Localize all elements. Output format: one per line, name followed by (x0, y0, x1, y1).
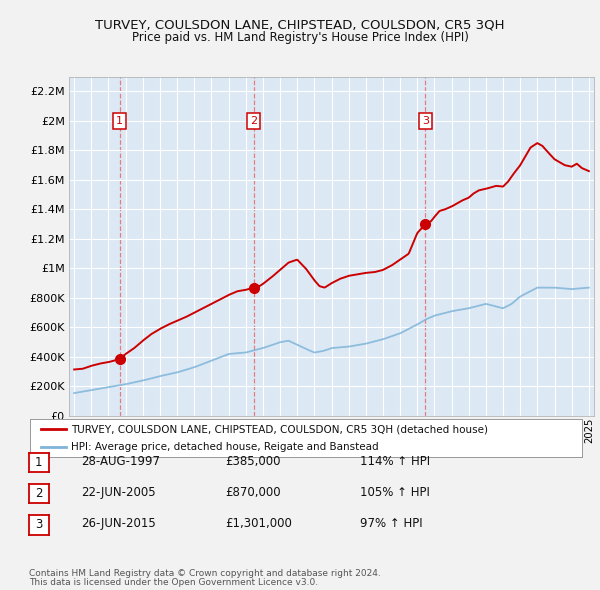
Text: This data is licensed under the Open Government Licence v3.0.: This data is licensed under the Open Gov… (29, 578, 318, 587)
Text: 1: 1 (116, 116, 123, 126)
Text: 28-AUG-1997: 28-AUG-1997 (81, 455, 160, 468)
Text: Price paid vs. HM Land Registry's House Price Index (HPI): Price paid vs. HM Land Registry's House … (131, 31, 469, 44)
Text: 26-JUN-2015: 26-JUN-2015 (81, 517, 156, 530)
Text: HPI: Average price, detached house, Reigate and Banstead: HPI: Average price, detached house, Reig… (71, 442, 379, 452)
Text: 97% ↑ HPI: 97% ↑ HPI (360, 517, 422, 530)
Text: £385,000: £385,000 (225, 455, 281, 468)
Text: 3: 3 (422, 116, 429, 126)
Text: 105% ↑ HPI: 105% ↑ HPI (360, 486, 430, 499)
Text: 3: 3 (35, 518, 43, 532)
Text: £1,301,000: £1,301,000 (225, 517, 292, 530)
Text: Contains HM Land Registry data © Crown copyright and database right 2024.: Contains HM Land Registry data © Crown c… (29, 569, 380, 578)
Text: 1: 1 (35, 455, 43, 469)
Text: TURVEY, COULSDON LANE, CHIPSTEAD, COULSDON, CR5 3QH (detached house): TURVEY, COULSDON LANE, CHIPSTEAD, COULSD… (71, 424, 488, 434)
Text: £870,000: £870,000 (225, 486, 281, 499)
Text: 114% ↑ HPI: 114% ↑ HPI (360, 455, 430, 468)
Text: 22-JUN-2005: 22-JUN-2005 (81, 486, 155, 499)
Text: 2: 2 (35, 487, 43, 500)
Text: TURVEY, COULSDON LANE, CHIPSTEAD, COULSDON, CR5 3QH: TURVEY, COULSDON LANE, CHIPSTEAD, COULSD… (95, 18, 505, 31)
Text: 2: 2 (250, 116, 257, 126)
